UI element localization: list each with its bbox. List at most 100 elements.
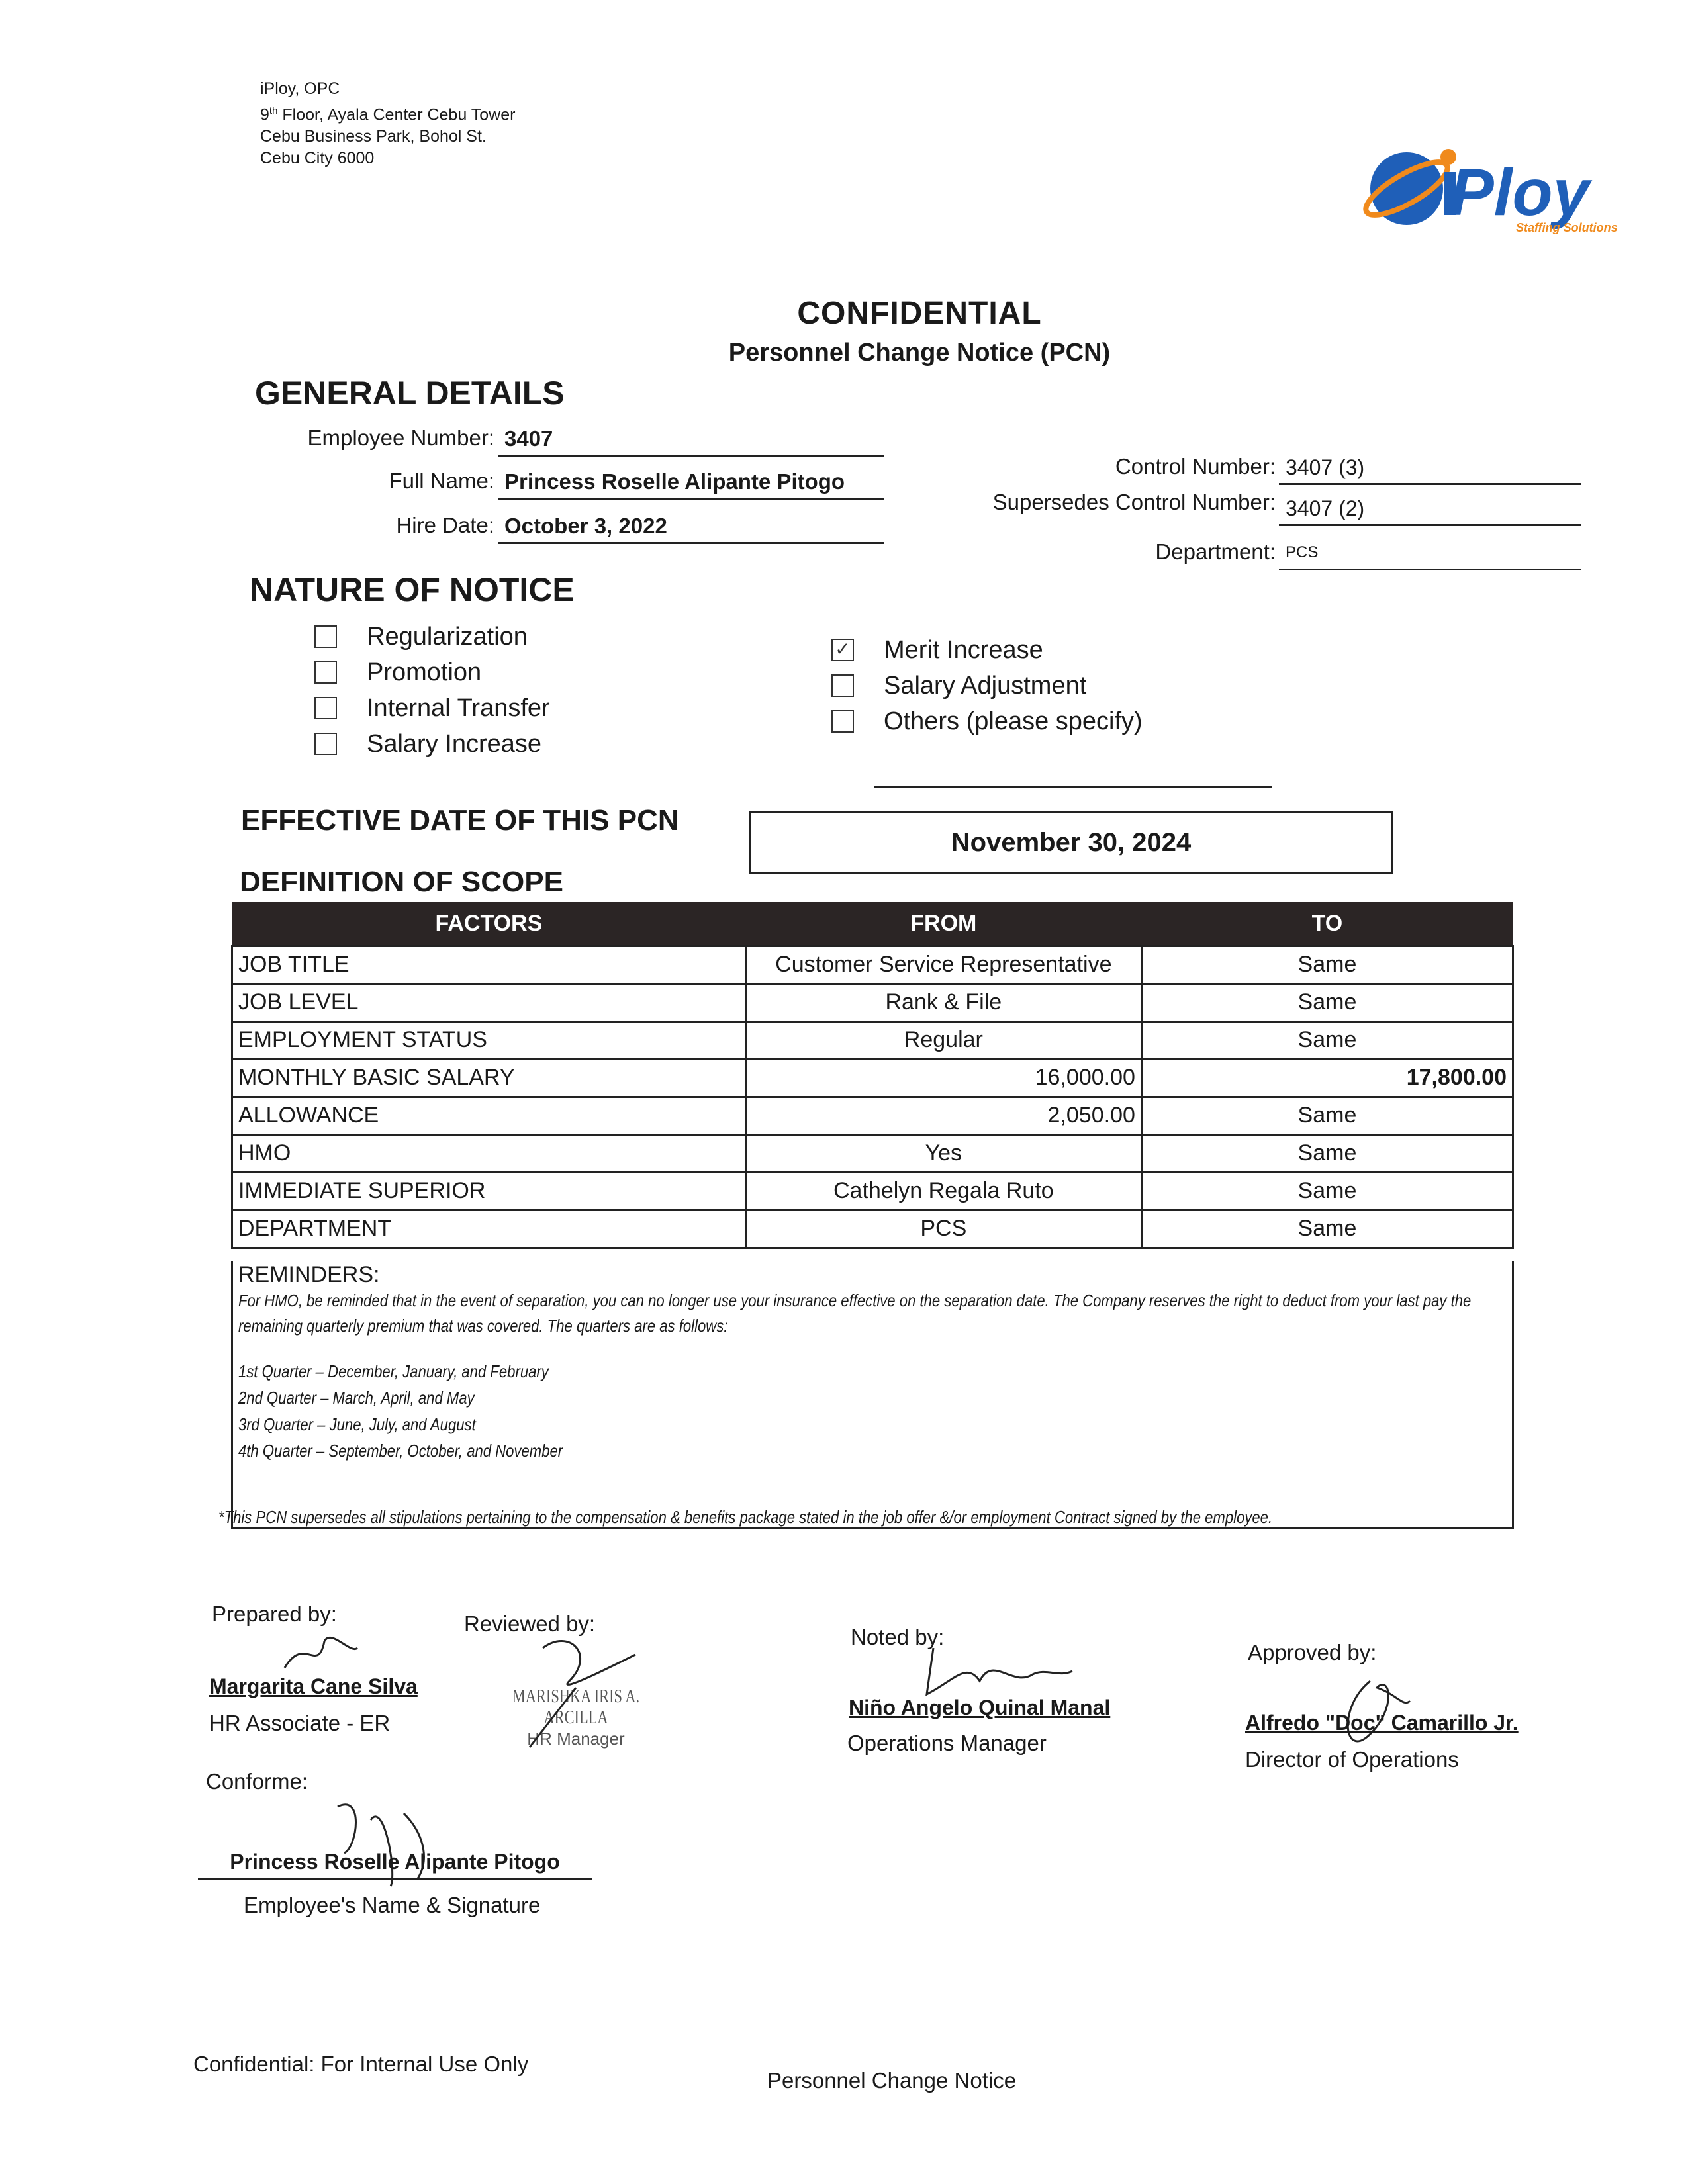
factor-cell: IMMEDIATE SUPERIOR bbox=[231, 1171, 747, 1211]
conforme-name: Princess Roselle Alipante Pitogo bbox=[230, 1850, 560, 1874]
scope-table: FACTORS FROM TO JOB TITLE Customer Service … bbox=[231, 902, 1515, 1249]
option-others[interactable]: Others (please specify) bbox=[831, 704, 1143, 739]
option-regularization[interactable]: Regularization bbox=[314, 619, 550, 655]
reminders-heading: REMINDERS: bbox=[238, 1262, 380, 1287]
table-row: DEPARTMENT PCS Same bbox=[231, 1208, 1515, 1249]
employee-number-value: 3407 bbox=[498, 424, 884, 457]
reviewed-stamp: MARISHKA IRIS A. ARCILLA HR Manager bbox=[512, 1686, 640, 1749]
effective-date-value: November 30, 2024 bbox=[749, 811, 1393, 874]
quarter-item: 4th Quarter – September, October, and No… bbox=[238, 1441, 563, 1461]
svg-text:Staffing Solutions: Staffing Solutions bbox=[1516, 221, 1618, 234]
table-row: JOB LEVEL Rank & File Same bbox=[231, 982, 1515, 1023]
full-name-label: Full Name: bbox=[389, 469, 494, 493]
conforme-caption: Employee's Name & Signature bbox=[244, 1893, 541, 1917]
reminders-text: For HMO, be reminded that in the event o… bbox=[238, 1291, 1472, 1336]
to-cell: Same bbox=[1140, 1095, 1515, 1136]
effective-date-heading: EFFECTIVE DATE OF THIS PCN bbox=[241, 804, 679, 837]
company-address: iPloy, OPC 9th Floor, Ayala Center Cebu … bbox=[260, 79, 516, 168]
svg-text:Ploy: Ploy bbox=[1450, 156, 1593, 230]
option-promotion[interactable]: Promotion bbox=[314, 655, 550, 690]
to-cell: Same bbox=[1140, 944, 1515, 985]
nature-options-right: ✓ Merit Increase Salary Adjustment Others… bbox=[831, 632, 1143, 739]
from-cell: PCS bbox=[744, 1208, 1143, 1249]
noted-by-name: Niño Angelo Quinal Manal bbox=[849, 1696, 1111, 1719]
document-subtitle: Personnel Change Notice (PCN) bbox=[728, 339, 1111, 367]
prepared-by-name: Margarita Cane Silva bbox=[209, 1674, 418, 1698]
scope-heading: DEFINITION OF SCOPE bbox=[240, 866, 563, 898]
signature-reviewed bbox=[528, 1640, 636, 1748]
conforme-label: Conforme: bbox=[206, 1769, 308, 1794]
table-row: EMPLOYMENT STATUS Regular Same bbox=[231, 1020, 1515, 1060]
footer-right: Personnel Change Notice bbox=[767, 2068, 1017, 2093]
reviewed-by-label: Reviewed by: bbox=[464, 1612, 596, 1636]
prepared-by-title: HR Associate - ER bbox=[209, 1711, 391, 1735]
from-cell: Regular bbox=[744, 1020, 1143, 1060]
factor-cell: JOB TITLE bbox=[231, 944, 747, 985]
checkbox[interactable] bbox=[314, 625, 337, 648]
department-value: PCS bbox=[1279, 537, 1581, 570]
reminders-box: REMINDERS: For HMO, be reminded that in … bbox=[231, 1261, 1514, 1529]
factor-cell: EMPLOYMENT STATUS bbox=[231, 1020, 747, 1060]
noted-by-label: Noted by: bbox=[851, 1625, 945, 1649]
department-label: Department: bbox=[1155, 539, 1276, 564]
to-cell: Same bbox=[1140, 1020, 1515, 1060]
factor-cell: ALLOWANCE bbox=[231, 1095, 747, 1136]
hire-date-label: Hire Date: bbox=[396, 513, 494, 537]
option-internal-transfer[interactable]: Internal Transfer bbox=[314, 690, 550, 726]
checkbox[interactable] bbox=[314, 697, 337, 719]
nature-of-notice-heading: NATURE OF NOTICE bbox=[250, 571, 575, 608]
from-cell: Rank & File bbox=[744, 982, 1143, 1023]
document-title: CONFIDENTIAL bbox=[797, 296, 1042, 331]
factor-cell: DEPARTMENT bbox=[231, 1208, 747, 1249]
to-cell: 17,800.00 bbox=[1140, 1058, 1515, 1098]
to-cell: Same bbox=[1140, 1208, 1515, 1249]
signature-prepared bbox=[283, 1636, 359, 1668]
approved-by-title: Director of Operations bbox=[1245, 1747, 1459, 1772]
from-cell: Yes bbox=[744, 1133, 1143, 1173]
checkbox[interactable] bbox=[314, 661, 337, 684]
signature-noted bbox=[925, 1647, 1073, 1696]
iploy-logo: Ploy Staffing Solutions bbox=[1363, 149, 1618, 234]
quarter-item: 1st Quarter – December, January, and Feb… bbox=[238, 1361, 549, 1381]
option-salary-adjustment[interactable]: Salary Adjustment bbox=[831, 668, 1143, 704]
checkbox[interactable] bbox=[831, 710, 854, 733]
checkbox-checked[interactable]: ✓ bbox=[831, 639, 854, 661]
employee-number-label: Employee Number: bbox=[307, 426, 494, 450]
hire-date-value: October 3, 2022 bbox=[498, 511, 884, 544]
option-salary-increase[interactable]: Salary Increase bbox=[314, 726, 550, 762]
table-row: JOB TITLE Customer Service Representative… bbox=[231, 944, 1515, 985]
table-header: FACTORS FROM TO bbox=[232, 902, 1513, 946]
from-cell: Cathelyn Regala Ruto bbox=[744, 1171, 1143, 1211]
nature-options-left: Regularization Promotion Internal Transf… bbox=[314, 619, 550, 762]
supersedes-label: Supersedes Control Number: bbox=[992, 490, 1276, 514]
factor-cell: MONTHLY BASIC SALARY bbox=[231, 1058, 747, 1098]
prepared-by-label: Prepared by: bbox=[212, 1602, 337, 1626]
quarter-item: 2nd Quarter – March, April, and May bbox=[238, 1388, 475, 1408]
checkbox[interactable] bbox=[831, 674, 854, 697]
from-cell: Customer Service Representative bbox=[744, 944, 1143, 985]
from-cell: 16,000.00 bbox=[744, 1058, 1143, 1098]
quarter-item: 3rd Quarter – June, July, and August bbox=[238, 1414, 476, 1434]
to-cell: Same bbox=[1140, 1133, 1515, 1173]
table-row: HMO Yes Same bbox=[231, 1133, 1515, 1173]
to-cell: Same bbox=[1140, 982, 1515, 1023]
option-merit-increase[interactable]: ✓ Merit Increase bbox=[831, 632, 1143, 668]
others-specify-line[interactable] bbox=[874, 761, 1272, 788]
checkbox[interactable] bbox=[314, 733, 337, 755]
footer-left: Confidential: For Internal Use Only bbox=[193, 2052, 529, 2076]
signature-approved bbox=[1346, 1680, 1411, 1743]
full-name-value: Princess Roselle Alipante Pitogo bbox=[498, 467, 884, 500]
approved-by-label: Approved by: bbox=[1248, 1640, 1377, 1664]
supersedes-value: 3407 (2) bbox=[1279, 493, 1581, 526]
from-cell: 2,050.00 bbox=[744, 1095, 1143, 1136]
table-row: ALLOWANCE 2,050.00 Same bbox=[231, 1095, 1515, 1136]
table-row: IMMEDIATE SUPERIOR Cathelyn Regala Ruto Sa… bbox=[231, 1171, 1515, 1211]
factor-cell: JOB LEVEL bbox=[231, 982, 747, 1023]
noted-by-title: Operations Manager bbox=[847, 1731, 1047, 1755]
approved-by-name: Alfredo "Doc" Camarillo Jr. bbox=[1245, 1711, 1519, 1735]
table-row: MONTHLY BASIC SALARY 16,000.00 17,800.00 bbox=[231, 1058, 1515, 1098]
general-details-heading: GENERAL DETAILS bbox=[255, 375, 565, 412]
conforme-name-line: Princess Roselle Alipante Pitogo bbox=[198, 1850, 592, 1880]
factor-cell: HMO bbox=[231, 1133, 747, 1173]
footnote: *This PCN supersedes all stipulations pe… bbox=[218, 1507, 1273, 1527]
